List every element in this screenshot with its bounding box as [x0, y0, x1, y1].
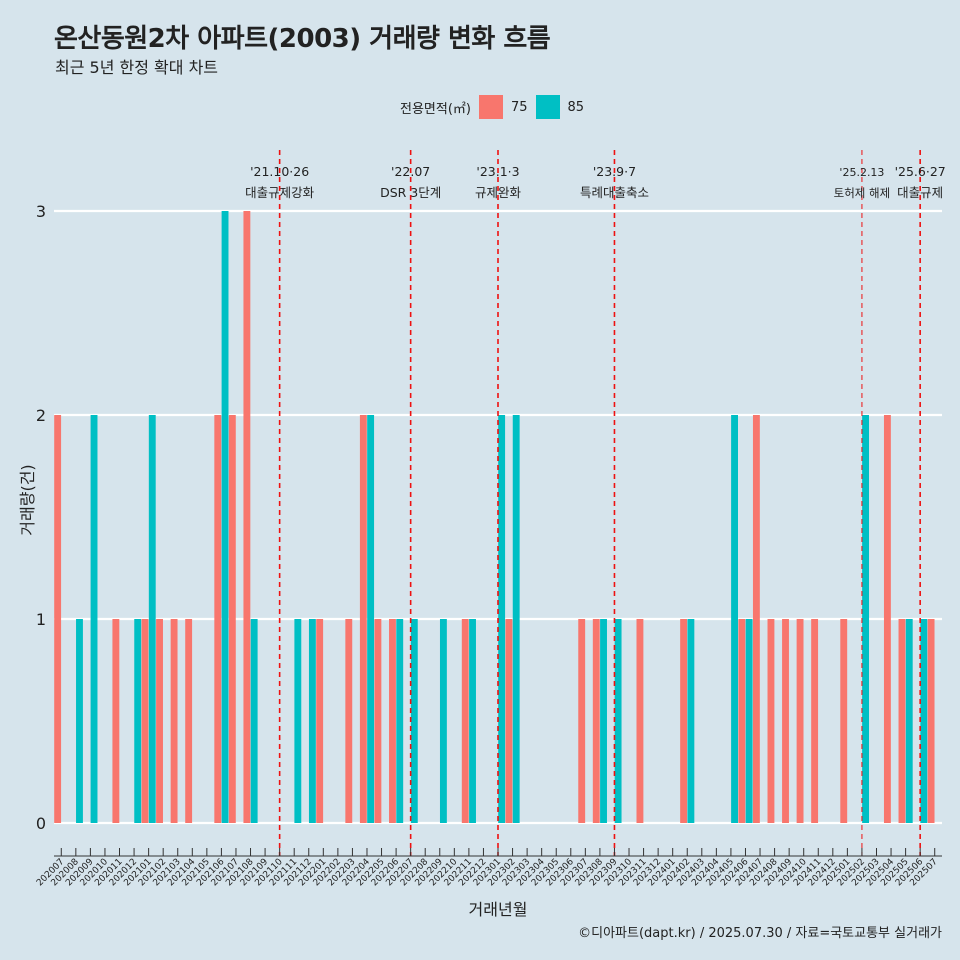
- bar-85-202505: [905, 619, 913, 823]
- y-axis-title: 거래량(건): [18, 464, 37, 535]
- bar-75-202406: [738, 619, 746, 823]
- bar-75-202103: [170, 619, 178, 823]
- bar-75-202411: [811, 619, 819, 823]
- y-tick-label-3: 3: [36, 202, 46, 221]
- bar-85-202302: [512, 415, 520, 823]
- legend-label-75: 75: [510, 99, 528, 115]
- bar-85-202111: [294, 619, 302, 823]
- bars: [54, 211, 935, 823]
- bar-75-202201: [316, 619, 324, 823]
- event-date-202309: '23.9·7: [593, 164, 636, 179]
- bar-75-202011: [112, 619, 120, 823]
- bar-85-202406: [745, 619, 753, 823]
- event-date-202502: '25.2.13: [839, 166, 884, 179]
- bar-75-202107: [228, 415, 236, 823]
- bar-75-202211: [461, 619, 469, 823]
- bar-75-202101: [141, 619, 149, 823]
- bar-85-202206: [396, 619, 404, 823]
- bar-75-202007: [54, 415, 62, 823]
- bar-75-202106: [214, 415, 222, 823]
- y-tick-label-2: 2: [36, 406, 46, 425]
- bar-85-202112: [308, 619, 316, 823]
- x-axis-title: 거래년월: [469, 900, 528, 919]
- bar-75-202206: [389, 619, 396, 823]
- bar-75-202409: [782, 619, 789, 823]
- bar-75-202501: [840, 619, 848, 823]
- bar-85-202012: [134, 619, 142, 823]
- bar-85-202106: [221, 211, 229, 823]
- legend-swatch-85: [535, 95, 560, 119]
- event-label-202309: 특례대출축소: [580, 185, 649, 200]
- y-tick-label-1: 1: [36, 610, 46, 629]
- event-label-202301: 규제완화: [475, 185, 522, 200]
- bar-85-202008: [76, 619, 83, 823]
- bar-75-202205: [374, 619, 382, 823]
- bar-75-202505: [898, 619, 906, 823]
- event-label-202506: 대출규제: [897, 185, 943, 200]
- bar-75-202302: [505, 619, 513, 823]
- legend-label-85: 85: [567, 99, 585, 115]
- bar-85-202309: [614, 619, 622, 823]
- bar-75-202408: [767, 619, 775, 823]
- legend: 전용면적(㎡) 75 85: [400, 93, 592, 121]
- y-tick-label-0: 0: [36, 814, 46, 833]
- bar-85-202506: [920, 619, 928, 823]
- bar-75-202507: [927, 619, 935, 823]
- bar-85-202209: [439, 619, 447, 823]
- event-label-202110: 대출규제강화: [245, 185, 315, 200]
- bar-75-202311: [636, 619, 644, 823]
- bar-85-202101: [148, 415, 156, 823]
- bar-85-202108: [250, 619, 258, 823]
- legend-item-75: 75: [478, 95, 528, 119]
- bar-85-202405: [731, 415, 738, 823]
- bar-75-202407: [752, 415, 760, 823]
- bar-85-202204: [367, 415, 375, 823]
- bar-75-202308: [592, 619, 600, 823]
- bar-75-202108: [243, 211, 251, 823]
- event-label-202207: DSR 3단계: [380, 185, 441, 200]
- event-label-202502: 토허제 해제: [834, 186, 891, 200]
- bar-85-202502: [862, 415, 870, 823]
- bar-75-202402: [680, 619, 688, 823]
- event-date-202301: '23.1·3: [476, 164, 519, 179]
- bar-75-202102: [156, 619, 163, 823]
- source-caption: ©디아파트(dapt.kr) / 2025.07.30 / 자료=국토교통부 실…: [578, 926, 942, 941]
- chart-subtitle: 최근 5년 한정 확대 차트: [55, 58, 219, 77]
- event-date-202207: '22.07: [391, 164, 430, 179]
- event-date-202110: '21.10·26: [250, 164, 309, 179]
- bar-85-202308: [600, 619, 607, 823]
- bar-75-202410: [796, 619, 804, 823]
- bar-75-202307: [578, 619, 586, 823]
- bar-85-202009: [90, 415, 98, 823]
- axes: 0123202007202008202009202010202011202012…: [35, 202, 942, 888]
- event-annotations: '21.10·26 대출규제강화 '22.07 DSR 3단계 '23.1·3 규제완화 '…: [245, 150, 946, 856]
- chart-title: 온산동원2차 아파트(2003) 거래량 변화 흐름: [54, 24, 551, 54]
- bar-75-202504: [883, 415, 891, 823]
- bar-85-202301: [498, 415, 506, 823]
- bar-85-202211: [469, 619, 476, 823]
- legend-swatch-75: [478, 95, 503, 119]
- legend-title: 전용면적(㎡): [400, 101, 471, 117]
- bar-85-202207: [410, 619, 418, 823]
- bar-85-202402: [687, 619, 695, 823]
- bar-75-202203: [345, 619, 353, 823]
- bar-75-202204: [359, 415, 367, 823]
- bar-75-202104: [185, 619, 193, 823]
- legend-item-85: 85: [535, 95, 585, 119]
- event-date-202506: '25.6·27: [895, 164, 946, 179]
